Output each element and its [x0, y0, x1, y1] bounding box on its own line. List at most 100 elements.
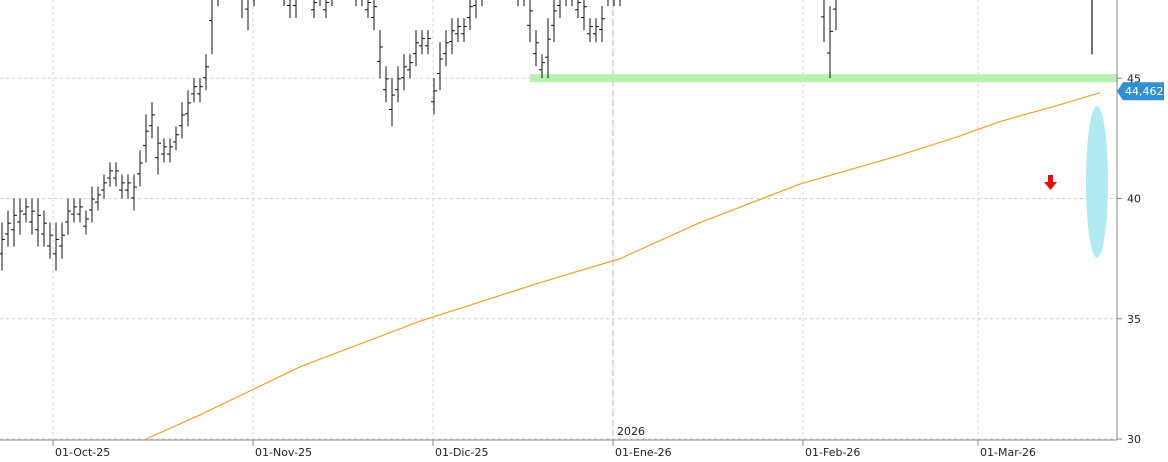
price-bar — [607, 0, 609, 7]
price-bar — [319, 0, 321, 7]
ma-tag-bg — [1117, 82, 1164, 101]
price-bar — [821, 0, 825, 43]
price-bar — [407, 54, 413, 79]
y-tick-label: 40 — [1127, 193, 1141, 206]
plot-area — [0, 0, 1117, 440]
price-bar — [545, 18, 551, 79]
price-bar — [571, 0, 573, 7]
price-bar — [185, 90, 191, 127]
price-bar — [125, 174, 131, 199]
price-bar — [173, 126, 179, 151]
price-bar — [311, 0, 317, 19]
price-bar — [77, 198, 83, 223]
highlight-shape — [1086, 106, 1108, 258]
price-bar — [241, 0, 243, 19]
price-bar — [119, 174, 125, 199]
price-bar — [481, 0, 483, 7]
price-bars — [0, 0, 1093, 271]
price-bar — [53, 222, 59, 271]
ma-tag: 44,462 — [1117, 82, 1164, 101]
price-bar — [413, 30, 419, 67]
price-bar — [293, 0, 297, 19]
x-tick-label: 01-Feb-26 — [805, 446, 860, 459]
price-bar — [581, 0, 587, 31]
price-bar — [517, 0, 519, 7]
moving-average-line — [145, 92, 1101, 440]
arrow-head — [1044, 182, 1057, 190]
price-bar — [455, 18, 461, 43]
price-bar — [443, 30, 449, 67]
price-bar — [539, 54, 545, 79]
price-bar — [0, 222, 5, 271]
highlight-ellipse — [1086, 106, 1108, 258]
price-bar — [551, 0, 557, 43]
grid-lines — [0, 0, 1117, 440]
price-bar — [71, 198, 77, 223]
support-line — [530, 74, 1118, 83]
x-tick-label: 01-Oct-25 — [55, 446, 110, 459]
price-bar — [65, 198, 71, 235]
price-bar — [83, 210, 89, 235]
x-axis-ticks: 01-Oct-25 01-Nov-25 01-Dic-25 01-Ene-26 01-F… — [52, 440, 1036, 459]
price-bar — [395, 66, 401, 103]
x-tick-label: 01-Nov-25 — [255, 446, 312, 459]
price-bar — [361, 0, 363, 7]
price-bar — [287, 0, 291, 19]
price-bar — [149, 102, 155, 139]
price-bar — [527, 0, 533, 43]
price-bar — [467, 0, 473, 31]
price-bar — [575, 0, 581, 19]
price-bar — [283, 0, 285, 7]
price-bar — [437, 42, 443, 91]
price-bar — [419, 30, 425, 55]
price-bar — [41, 210, 47, 247]
y-tick-label: 45 — [1127, 72, 1141, 85]
price-bar — [95, 186, 101, 211]
price-bar — [179, 102, 185, 139]
price-bar — [47, 222, 53, 259]
price-bar — [35, 198, 41, 247]
down-arrow-icon — [1044, 175, 1057, 190]
x-tick-label: 01-Dic-25 — [435, 446, 489, 459]
price-bar — [355, 0, 357, 7]
price-bar — [401, 54, 407, 91]
price-bar — [523, 0, 525, 7]
price-bar — [533, 30, 539, 67]
price-bar — [101, 174, 107, 199]
price-bar — [323, 0, 329, 19]
price-bar — [473, 0, 477, 19]
price-bar — [161, 138, 167, 163]
price-bar — [191, 78, 197, 103]
price-bar — [89, 186, 95, 223]
price-bar — [155, 126, 161, 175]
price-bar — [557, 0, 561, 19]
support-band — [530, 74, 1118, 83]
y-tick-label: 35 — [1127, 313, 1141, 326]
ma-tag-label: 44,462 — [1125, 85, 1164, 98]
price-bar — [113, 162, 119, 187]
price-bar — [827, 6, 833, 79]
price-bar — [449, 18, 455, 55]
x-tick-label: 01-Mar-26 — [980, 446, 1036, 459]
year-marker-label: 2026 — [617, 425, 645, 438]
x-tick-label: 01-Ene-26 — [615, 446, 672, 459]
price-bar — [5, 210, 11, 247]
price-bar — [587, 18, 593, 43]
price-bar — [203, 54, 209, 91]
price-bar — [143, 114, 149, 163]
price-bar — [29, 198, 35, 235]
price-bar — [59, 222, 65, 259]
price-bar — [383, 66, 389, 103]
price-bar — [431, 78, 437, 115]
price-bar — [371, 0, 377, 31]
price-bar — [245, 0, 249, 31]
price-bar — [107, 162, 113, 187]
price-bar — [365, 0, 371, 19]
price-bar — [137, 150, 143, 187]
price-bar — [23, 198, 29, 223]
y-tick-label: 30 — [1127, 433, 1141, 446]
price-bar — [209, 0, 213, 55]
price-bar — [461, 18, 467, 43]
price-bar — [593, 18, 599, 43]
